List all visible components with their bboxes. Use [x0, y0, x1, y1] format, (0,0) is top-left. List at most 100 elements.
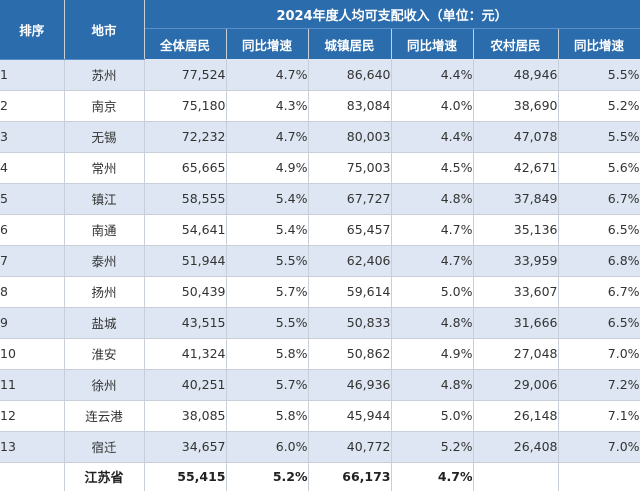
rural-residents-cell: 29,006 [473, 369, 559, 401]
header-urban-growth: 同比增速 [391, 28, 474, 59]
all-residents-cell: 43,515 [144, 307, 227, 339]
header-all-growth: 同比增速 [226, 28, 309, 59]
urban-residents-cell: 75,003 [308, 152, 392, 184]
rank-cell: 2 [0, 90, 65, 122]
rank-cell: 6 [0, 214, 65, 246]
total-rural-cell [473, 462, 559, 491]
rural-residents-cell: 35,136 [473, 214, 559, 246]
rank-cell: 7 [0, 245, 65, 277]
header-all-residents: 全体居民 [144, 28, 227, 59]
table-row: 10 淮安 41,324 5.8% 50,862 4.9% 27,048 7.0% [0, 338, 640, 370]
table-row: 12 连云港 38,085 5.8% 45,944 5.0% 26,148 7.1% [0, 400, 640, 432]
all-residents-cell: 34,657 [144, 431, 227, 463]
table-row: 2 南京 75,180 4.3% 83,084 4.0% 38,690 5.2% [0, 90, 640, 122]
city-cell: 泰州 [64, 245, 145, 277]
rural-growth-cell: 5.6% [558, 152, 640, 184]
city-cell: 宿迁 [64, 431, 145, 463]
rural-growth-cell: 6.5% [558, 214, 640, 246]
city-cell: 常州 [64, 152, 145, 184]
rural-residents-cell: 31,666 [473, 307, 559, 339]
header-urban-residents: 城镇居民 [308, 28, 392, 59]
all-residents-cell: 72,232 [144, 121, 227, 153]
all-growth-cell: 4.3% [226, 90, 309, 122]
urban-growth-cell: 5.0% [391, 400, 474, 432]
urban-residents-cell: 50,862 [308, 338, 392, 370]
rural-growth-cell: 5.5% [558, 121, 640, 153]
all-growth-cell: 5.8% [226, 400, 309, 432]
table-row: 7 泰州 51,944 5.5% 62,406 4.7% 33,959 6.8% [0, 245, 640, 277]
urban-growth-cell: 4.5% [391, 152, 474, 184]
table-row: 8 扬州 50,439 5.7% 59,614 5.0% 33,607 6.7% [0, 276, 640, 308]
rural-growth-cell: 7.1% [558, 400, 640, 432]
urban-residents-cell: 50,833 [308, 307, 392, 339]
urban-residents-cell: 40,772 [308, 431, 392, 463]
all-growth-cell: 5.7% [226, 369, 309, 401]
table-row: 13 宿迁 34,657 6.0% 40,772 5.2% 26,408 7.0% [0, 431, 640, 463]
total-rural-growth-cell [558, 462, 640, 491]
all-growth-cell: 4.7% [226, 121, 309, 153]
header-rank: 排序 [0, 0, 65, 60]
rural-growth-cell: 7.0% [558, 338, 640, 370]
rural-growth-cell: 6.8% [558, 245, 640, 277]
all-residents-cell: 38,085 [144, 400, 227, 432]
all-growth-cell: 5.5% [226, 307, 309, 339]
all-growth-cell: 4.9% [226, 152, 309, 184]
total-city-cell: 江苏省 [64, 462, 145, 491]
all-growth-cell: 4.7% [226, 59, 309, 91]
city-cell: 南京 [64, 90, 145, 122]
rural-residents-cell: 33,607 [473, 276, 559, 308]
table-row: 1 苏州 77,524 4.7% 86,640 4.4% 48,946 5.5% [0, 59, 640, 91]
all-residents-cell: 77,524 [144, 59, 227, 91]
rank-cell: 4 [0, 152, 65, 184]
city-cell: 淮安 [64, 338, 145, 370]
all-growth-cell: 6.0% [226, 431, 309, 463]
urban-residents-cell: 59,614 [308, 276, 392, 308]
rural-residents-cell: 26,148 [473, 400, 559, 432]
all-residents-cell: 65,665 [144, 152, 227, 184]
all-growth-cell: 5.4% [226, 183, 309, 215]
urban-growth-cell: 4.8% [391, 307, 474, 339]
urban-growth-cell: 4.4% [391, 121, 474, 153]
urban-growth-cell: 4.7% [391, 245, 474, 277]
table-row: 4 常州 65,665 4.9% 75,003 4.5% 42,671 5.6% [0, 152, 640, 184]
table-row: 11 徐州 40,251 5.7% 46,936 4.8% 29,006 7.2% [0, 369, 640, 401]
rural-residents-cell: 38,690 [473, 90, 559, 122]
urban-growth-cell: 4.8% [391, 369, 474, 401]
city-cell: 扬州 [64, 276, 145, 308]
all-residents-cell: 50,439 [144, 276, 227, 308]
rank-cell: 13 [0, 431, 65, 463]
city-cell: 苏州 [64, 59, 145, 91]
urban-growth-cell: 4.8% [391, 183, 474, 215]
all-growth-cell: 5.5% [226, 245, 309, 277]
rank-cell: 9 [0, 307, 65, 339]
table-row: 3 无锡 72,232 4.7% 80,003 4.4% 47,078 5.5% [0, 121, 640, 153]
rural-growth-cell: 6.5% [558, 307, 640, 339]
all-residents-cell: 41,324 [144, 338, 227, 370]
urban-growth-cell: 5.2% [391, 431, 474, 463]
rank-cell: 3 [0, 121, 65, 153]
rural-growth-cell: 6.7% [558, 183, 640, 215]
urban-residents-cell: 65,457 [308, 214, 392, 246]
all-growth-cell: 5.7% [226, 276, 309, 308]
rank-cell: 10 [0, 338, 65, 370]
total-all-cell: 55,415 [144, 462, 227, 491]
rural-growth-cell: 5.5% [558, 59, 640, 91]
urban-residents-cell: 62,406 [308, 245, 392, 277]
all-residents-cell: 75,180 [144, 90, 227, 122]
total-all-growth-cell: 5.2% [226, 462, 309, 491]
all-residents-cell: 51,944 [144, 245, 227, 277]
rank-cell: 12 [0, 400, 65, 432]
table-row: 5 镇江 58,555 5.4% 67,727 4.8% 37,849 6.7% [0, 183, 640, 215]
rural-residents-cell: 26,408 [473, 431, 559, 463]
urban-growth-cell: 4.7% [391, 214, 474, 246]
rural-residents-cell: 27,048 [473, 338, 559, 370]
rural-growth-cell: 7.0% [558, 431, 640, 463]
urban-residents-cell: 45,944 [308, 400, 392, 432]
table-row: 6 南通 54,641 5.4% 65,457 4.7% 35,136 6.5% [0, 214, 640, 246]
table-title: 2024年度人均可支配收入（单位：元） [144, 0, 640, 29]
rural-residents-cell: 37,849 [473, 183, 559, 215]
urban-residents-cell: 86,640 [308, 59, 392, 91]
total-urban-cell: 66,173 [308, 462, 392, 491]
urban-residents-cell: 46,936 [308, 369, 392, 401]
urban-growth-cell: 5.0% [391, 276, 474, 308]
